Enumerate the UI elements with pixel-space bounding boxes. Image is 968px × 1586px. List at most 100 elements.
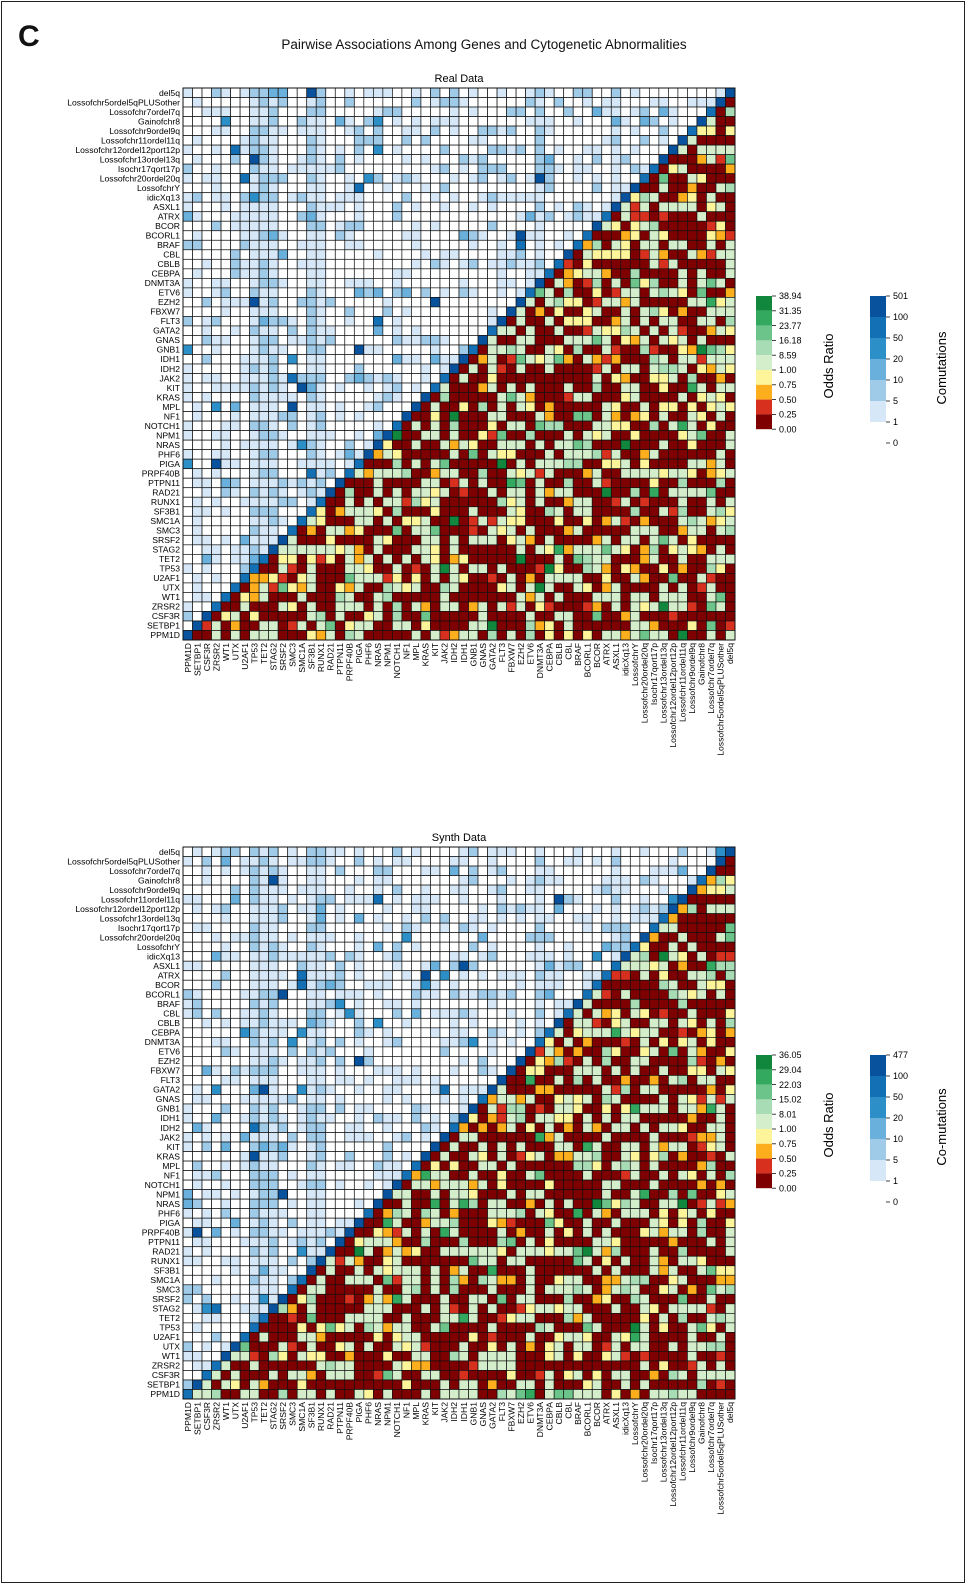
heatmap-cell — [258, 894, 270, 905]
heatmap-cell — [506, 1056, 517, 1067]
heatmap-cell — [306, 1017, 317, 1029]
heatmap-cell — [496, 277, 507, 289]
column-label: KRAS — [421, 643, 431, 667]
column-label: TP53 — [249, 643, 259, 664]
heatmap-cell — [563, 620, 574, 631]
heatmap-cell — [372, 620, 384, 631]
heatmap-cell — [401, 458, 412, 470]
heatmap-cell — [468, 449, 479, 460]
heatmap-cell — [706, 506, 717, 517]
heatmap-cell — [610, 420, 622, 431]
heatmap-cell — [449, 401, 460, 412]
heatmap-cell — [182, 487, 193, 498]
legend-tick-label: 0.25 — [779, 410, 797, 420]
heatmap-cell — [620, 420, 631, 431]
heatmap-cell — [230, 287, 241, 298]
heatmap-cell — [249, 506, 260, 517]
heatmap-cell — [572, 846, 584, 857]
heatmap-cell — [249, 239, 260, 251]
heatmap-cell — [344, 163, 355, 175]
heatmap-cell — [449, 534, 460, 546]
heatmap-cell — [411, 913, 422, 924]
heatmap-cell — [648, 932, 660, 943]
heatmap-cell — [629, 913, 641, 924]
heatmap-cell — [629, 960, 641, 972]
heatmap-cell — [639, 116, 650, 127]
heatmap-cell — [706, 515, 717, 527]
heatmap-cell — [382, 335, 393, 346]
heatmap-cell — [306, 582, 317, 593]
heatmap-cell — [591, 468, 603, 479]
heatmap-cell — [249, 582, 260, 593]
heatmap-cell — [639, 932, 650, 943]
heatmap-cell — [306, 894, 317, 905]
heatmap-cell — [192, 144, 203, 155]
heatmap-cell — [610, 573, 622, 584]
heatmap-cell — [458, 592, 469, 603]
heatmap-cell — [353, 563, 365, 574]
heatmap-cell — [334, 220, 346, 232]
heatmap-cell — [715, 344, 726, 355]
heatmap-cell — [296, 163, 308, 175]
heatmap-cell — [325, 87, 336, 98]
heatmap-border — [182, 87, 736, 641]
heatmap-cell — [401, 932, 412, 943]
heatmap-cell — [458, 913, 469, 924]
heatmap-cell — [544, 373, 555, 384]
heatmap-cell — [477, 989, 488, 1000]
heatmap-cell — [239, 960, 250, 972]
heatmap-cell — [668, 611, 679, 622]
heatmap-cell — [696, 316, 707, 327]
heatmap-cell — [363, 630, 374, 641]
heatmap-cell — [239, 573, 250, 584]
heatmap-cell — [315, 544, 327, 555]
row-label: GNB1 — [157, 345, 181, 355]
heatmap-cell — [525, 297, 536, 308]
heatmap-cell — [487, 1046, 498, 1057]
heatmap-cell — [487, 534, 498, 546]
heatmap-cell — [620, 258, 631, 270]
heatmap-cell — [277, 97, 289, 108]
heatmap-cell — [353, 1056, 365, 1067]
heatmap-cell — [420, 525, 431, 536]
heatmap-cell — [534, 846, 546, 857]
heatmap-cell — [258, 354, 270, 365]
heatmap-cell — [382, 601, 393, 612]
heatmap-cell — [392, 894, 403, 905]
heatmap-cell — [192, 258, 203, 270]
heatmap-cell — [249, 135, 260, 146]
heatmap-cell — [211, 534, 222, 546]
heatmap-cell — [629, 106, 641, 117]
heatmap-cell — [220, 477, 231, 489]
heatmap-cell — [468, 201, 479, 213]
heatmap-cell — [392, 144, 403, 155]
heatmap-cell — [677, 211, 688, 222]
heatmap-cell — [220, 630, 231, 641]
heatmap-cell — [582, 335, 593, 346]
heatmap-cell — [401, 960, 412, 972]
heatmap-cell — [468, 268, 479, 279]
heatmap-cell — [392, 163, 403, 175]
heatmap-cell — [696, 620, 707, 631]
heatmap-cell — [449, 979, 460, 991]
heatmap-cell — [534, 106, 546, 117]
heatmap-cell — [334, 325, 346, 336]
heatmap-cell — [725, 487, 736, 498]
heatmap-cell — [220, 1075, 231, 1086]
legend-swatch — [870, 317, 886, 338]
heatmap-cell — [449, 458, 460, 470]
heatmap-cell — [715, 192, 726, 203]
heatmap-cell — [249, 373, 260, 384]
heatmap-cell — [687, 884, 698, 895]
heatmap-cell — [439, 525, 450, 536]
heatmap-cell — [449, 932, 460, 943]
heatmap-cell — [515, 230, 526, 241]
heatmap-cell — [449, 135, 460, 146]
heatmap-cell — [201, 363, 212, 374]
heatmap-cell — [706, 154, 717, 165]
heatmap-cell — [458, 325, 469, 336]
heatmap-cell — [677, 1036, 688, 1048]
heatmap-cell — [420, 173, 431, 184]
heatmap-cell — [334, 1056, 346, 1067]
heatmap-cell — [220, 592, 231, 603]
